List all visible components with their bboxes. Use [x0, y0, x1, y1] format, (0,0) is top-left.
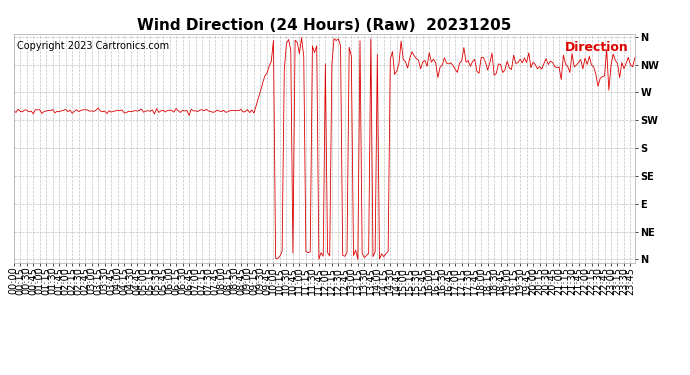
- Text: Direction: Direction: [565, 40, 629, 54]
- Text: Copyright 2023 Cartronics.com: Copyright 2023 Cartronics.com: [17, 40, 169, 51]
- Title: Wind Direction (24 Hours) (Raw)  20231205: Wind Direction (24 Hours) (Raw) 20231205: [137, 18, 511, 33]
